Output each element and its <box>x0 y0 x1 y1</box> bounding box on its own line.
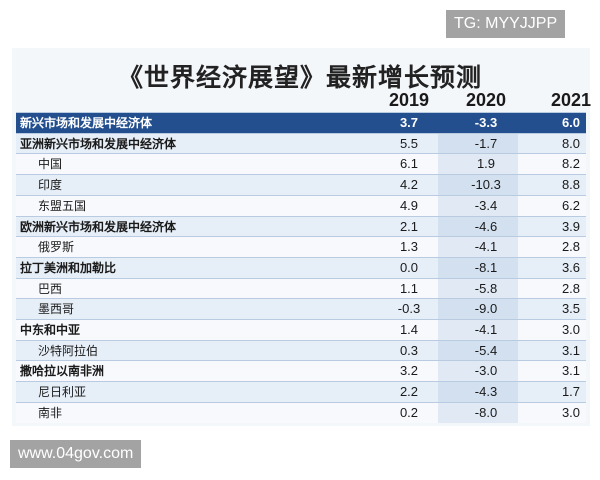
column-shade <box>438 175 518 196</box>
row-label: 尼日利亚 <box>38 385 87 400</box>
cell-value: 1.7 <box>561 384 581 400</box>
row-label: 撒哈拉以南非洲 <box>20 364 105 379</box>
row-label: 亚洲新兴市场和发展中经济体 <box>20 136 177 151</box>
row-label: 东盟五国 <box>38 198 87 213</box>
table-row: 撒哈拉以南非洲 3.2 -3.0 3.1 <box>16 360 586 382</box>
cell-value: 0.0 <box>399 259 419 275</box>
cell-value: 2.2 <box>399 384 419 400</box>
row-label: 欧洲新兴市场和发展中经济体 <box>20 219 177 234</box>
row-label: 中东和中亚 <box>20 323 81 337</box>
table-row: 南非 0.2 -8.0 3.0 <box>16 401 586 423</box>
row-label: 沙特阿拉伯 <box>38 343 99 358</box>
cell-value: 0.2 <box>399 404 419 420</box>
column-shade <box>438 216 518 237</box>
row-label: 拉丁美洲和加勒比 <box>20 260 117 275</box>
cell-value: -0.3 <box>397 301 421 317</box>
cell-value: 6.2 <box>561 197 581 213</box>
cell-value: 2.1 <box>399 218 419 234</box>
cell-value: 3.1 <box>561 363 581 379</box>
watermark: TG: MYYJJPP <box>446 10 566 38</box>
column-header: 2021 <box>550 90 592 110</box>
table-row: 沙特阿拉伯 0.3 -5.4 3.1 <box>16 339 586 361</box>
cell-value: 3.1 <box>561 342 581 358</box>
column-shade <box>438 402 518 423</box>
column-shade <box>438 237 518 258</box>
cell-value: -9.0 <box>474 301 498 317</box>
cell-value: 5.5 <box>399 135 419 151</box>
cell-value: 3.0 <box>561 322 581 337</box>
row-label: 墨西哥 <box>38 302 75 317</box>
cell-value: -10.3 <box>471 177 501 193</box>
cell-value: 3.9 <box>561 218 581 234</box>
cell-value: -8.1 <box>474 259 498 275</box>
column-shade <box>438 278 518 299</box>
cell-value: -3.0 <box>474 363 498 379</box>
cell-value: -3.4 <box>474 197 498 213</box>
table-row: 中东和中亚 1.4 -4.1 3.0 <box>16 319 586 340</box>
cell-value: -4.1 <box>474 322 498 337</box>
table-row: 欧洲新兴市场和发展中经济体 2.1 -4.6 3.9 <box>16 215 586 237</box>
cell-value: 0.3 <box>399 342 419 358</box>
table-row: 中国 6.1 1.9 8.2 <box>16 153 586 175</box>
cell-value: 3.6 <box>561 259 581 275</box>
cell-value: 6.0 <box>561 115 581 130</box>
table-row: 巴西 1.1 -5.8 2.8 <box>16 277 586 299</box>
row-label: 南非 <box>38 405 63 420</box>
table-row: 印度 4.2 -10.3 8.8 <box>16 174 586 196</box>
row-label: 印度 <box>38 178 63 193</box>
table-row: 尼日利亚 2.2 -4.3 1.7 <box>16 381 586 403</box>
table-row: 俄罗斯 1.3 -4.1 2.8 <box>16 236 586 258</box>
cell-value: 2.8 <box>561 239 581 255</box>
column-header: 2020 <box>465 90 507 110</box>
cell-value: -5.8 <box>474 280 498 296</box>
cell-value: 3.7 <box>399 115 419 130</box>
cell-value: 8.0 <box>561 135 581 151</box>
cell-value: 1.9 <box>476 156 496 172</box>
cell-value: -4.3 <box>474 384 498 400</box>
column-shade <box>438 195 518 216</box>
column-shade <box>438 320 518 340</box>
watermark: www.04gov.com <box>10 440 142 468</box>
title: 《世界经济展望》最新增长预测 <box>117 63 482 92</box>
row-label: 俄罗斯 <box>38 240 75 255</box>
cell-value: 6.1 <box>399 156 419 172</box>
table-row: 东盟五国 4.9 -3.4 6.2 <box>16 194 586 216</box>
cell-value: -1.7 <box>474 135 498 151</box>
column-header: 2019 <box>388 90 430 110</box>
row-label: 巴西 <box>38 281 63 296</box>
cell-value: 8.8 <box>561 177 581 193</box>
column-shade <box>438 340 518 361</box>
column-shade <box>438 382 518 403</box>
cell-value: -4.6 <box>474 218 498 234</box>
row-label: 新兴市场和发展中经济体 <box>20 116 153 130</box>
cell-value: 8.2 <box>561 156 581 172</box>
column-shade <box>438 299 518 320</box>
cell-value: 1.4 <box>399 322 419 337</box>
table-row: 亚洲新兴市场和发展中经济体 5.5 -1.7 8.0 <box>16 132 586 154</box>
column-shade <box>438 257 518 278</box>
cell-value: -8.0 <box>474 404 498 420</box>
table-row: 拉丁美洲和加勒比 0.0 -8.1 3.6 <box>16 256 586 278</box>
cell-value: 4.9 <box>399 197 419 213</box>
cell-value: 1.3 <box>399 239 419 255</box>
column-shade <box>438 133 518 154</box>
cell-value: -4.1 <box>474 239 498 255</box>
table-row: 新兴市场和发展中经济体 3.7 -3.3 6.0 <box>16 112 586 133</box>
column-shade <box>438 361 518 382</box>
cell-value: -5.4 <box>474 342 498 358</box>
row-label: 中国 <box>38 157 63 172</box>
cell-value: 4.2 <box>399 177 419 193</box>
cell-value: 3.0 <box>561 404 581 420</box>
cell-value: 1.1 <box>399 280 419 296</box>
table-row: 墨西哥 -0.3 -9.0 3.5 <box>16 298 586 320</box>
column-shade <box>438 154 518 175</box>
cell-value: 3.5 <box>561 301 581 317</box>
cell-value: -3.3 <box>474 115 498 130</box>
cell-value: 2.8 <box>561 280 581 296</box>
cell-value: 3.2 <box>399 363 419 379</box>
